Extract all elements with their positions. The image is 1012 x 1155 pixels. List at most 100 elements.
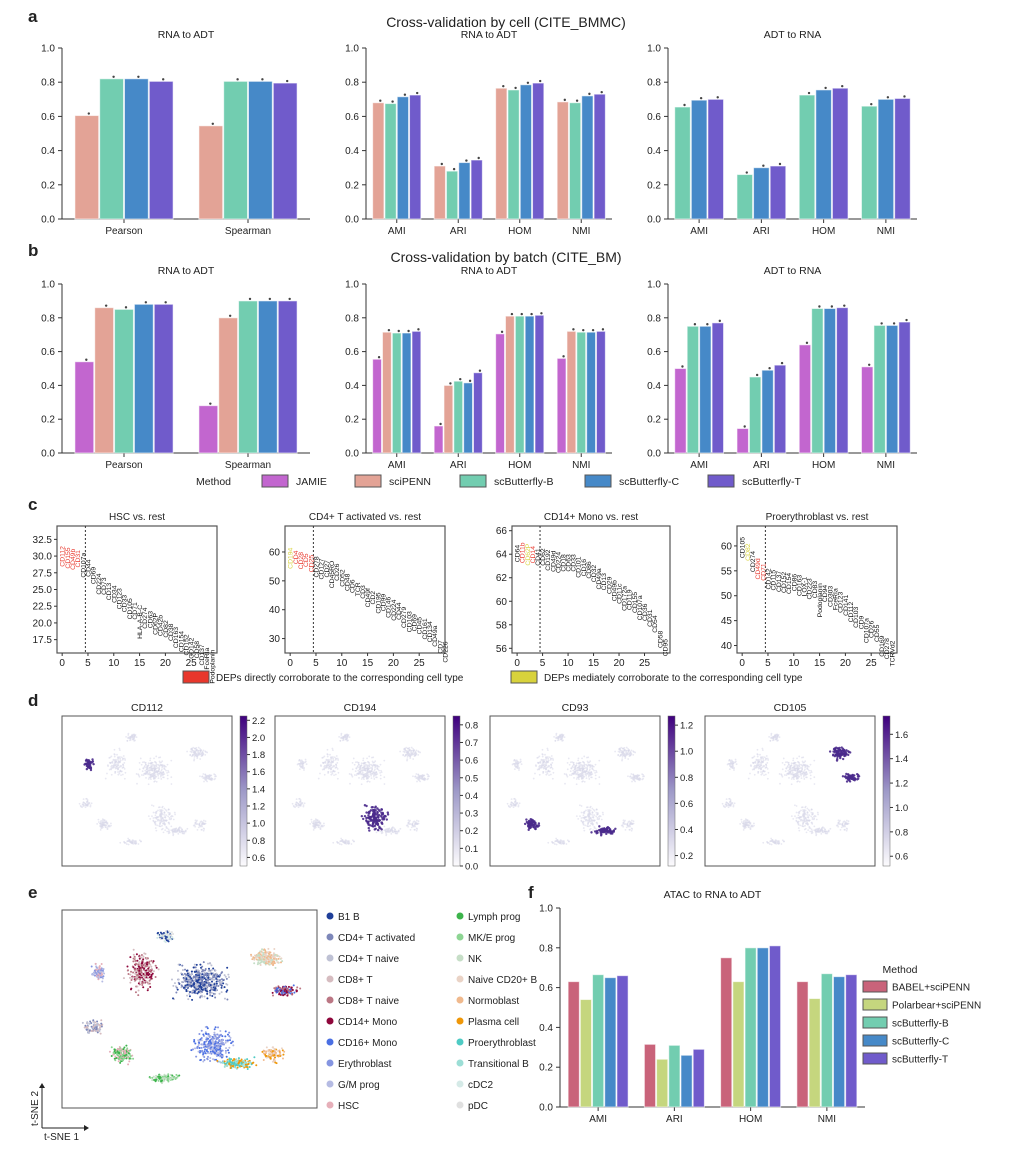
- cell-point: [641, 779, 643, 781]
- cell-point: [413, 753, 415, 755]
- bar-sciPENN: [505, 316, 514, 453]
- cell-point: [163, 808, 165, 810]
- cell-point: [622, 754, 624, 756]
- cell-point: [187, 998, 189, 1000]
- cell-point: [810, 778, 812, 780]
- replicate-dot: [683, 104, 685, 106]
- cell-point: [198, 747, 200, 749]
- cell-point: [729, 765, 731, 767]
- cell-point: [337, 778, 339, 780]
- cell-point: [725, 804, 727, 806]
- cell-point: [842, 750, 844, 752]
- cell-point: [348, 840, 350, 842]
- legend-swatch: [460, 475, 486, 487]
- cell-point: [159, 756, 161, 758]
- cell-point: [199, 758, 201, 760]
- cell-point: [156, 824, 158, 826]
- cell-point: [185, 990, 187, 992]
- replicate-dot: [212, 123, 214, 125]
- cell-point: [518, 769, 520, 771]
- cell-point: [524, 823, 526, 825]
- cell-point: [359, 766, 361, 768]
- bar-scButterfly-T: [412, 331, 421, 453]
- x-tick-label: 10: [336, 658, 348, 669]
- cell-point: [566, 776, 568, 778]
- cell-point: [195, 970, 197, 972]
- cell-point: [750, 825, 752, 827]
- cell-point: [725, 805, 727, 807]
- cell-point: [358, 762, 360, 764]
- cell-point: [206, 977, 208, 979]
- cell-point: [159, 811, 161, 813]
- replicate-dot: [903, 95, 905, 97]
- replicate-dot: [868, 364, 870, 366]
- replicate-dot: [870, 103, 872, 105]
- cell-point: [303, 804, 305, 806]
- cell-point: [124, 778, 126, 780]
- cell-point: [189, 985, 191, 987]
- cell-point: [118, 760, 120, 762]
- cell-point: [292, 803, 294, 805]
- cell-point: [770, 838, 772, 840]
- cell-point: [201, 776, 203, 778]
- cell-point: [598, 825, 600, 827]
- cell-point: [765, 764, 767, 766]
- cell-point: [793, 763, 795, 765]
- cell-point: [550, 764, 552, 766]
- cell-point: [194, 826, 196, 828]
- cell-point: [800, 775, 802, 777]
- cell-point: [833, 748, 835, 750]
- cell-point: [146, 768, 148, 770]
- cell-point: [802, 756, 804, 758]
- cell-point: [763, 774, 765, 776]
- bar-JAMIE: [557, 358, 566, 453]
- cell-point: [320, 825, 322, 827]
- cell-point: [181, 965, 183, 967]
- cell-point: [203, 828, 205, 830]
- cell-point: [89, 763, 91, 765]
- cell-point: [361, 815, 363, 817]
- bar-sciPENN: [199, 126, 223, 219]
- cell-point: [404, 751, 406, 753]
- cell-point: [381, 817, 383, 819]
- cell-point: [153, 772, 155, 774]
- cell-point: [796, 805, 798, 807]
- cell-point: [784, 774, 786, 776]
- cell-point: [846, 820, 848, 822]
- y-tick-label: 50: [269, 576, 281, 587]
- cell-point: [168, 822, 170, 824]
- cell-point: [204, 778, 206, 780]
- cell-point: [372, 765, 374, 767]
- cell-point: [565, 773, 567, 775]
- cell-point: [584, 781, 586, 783]
- cell-point: [578, 757, 580, 759]
- replicate-dot: [808, 92, 810, 94]
- cell-point: [130, 739, 132, 741]
- cell-point: [759, 765, 761, 767]
- cell-point: [196, 823, 198, 825]
- cell-point: [726, 798, 728, 800]
- cell-point: [729, 759, 731, 761]
- cell-point: [299, 765, 301, 767]
- cell-point: [810, 815, 812, 817]
- cell-point: [632, 778, 634, 780]
- cell-point: [107, 823, 109, 825]
- cell-point: [82, 805, 84, 807]
- cell-point: [344, 734, 346, 736]
- cell-point: [211, 969, 213, 971]
- replicate-dot: [514, 87, 516, 89]
- replicate-dot: [719, 320, 721, 322]
- cell-point: [829, 750, 831, 752]
- cell-point: [220, 981, 222, 983]
- cell-point: [765, 774, 767, 776]
- bar-sciPENN: [219, 318, 238, 453]
- cell-point: [730, 763, 732, 765]
- cell-point: [770, 840, 772, 842]
- cell-point: [331, 758, 333, 760]
- cell-point: [117, 764, 119, 766]
- cell-point: [725, 801, 727, 803]
- cell-point: [166, 772, 168, 774]
